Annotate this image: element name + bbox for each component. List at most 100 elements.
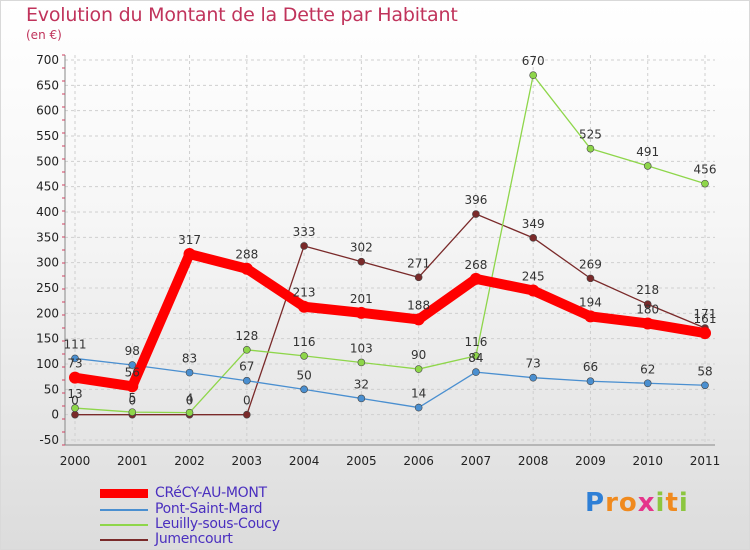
logo-letter: r: [605, 488, 619, 518]
x-tick-label: 2006: [403, 454, 434, 468]
data-point-leuilly-sous-coucy: [128, 408, 137, 416]
chart-title: Evolution du Montant de la Dette par Hab…: [26, 4, 458, 26]
legend-swatch-pont-saint-mard: [100, 509, 148, 511]
data-label-pont-saint-mard: 32: [354, 377, 369, 391]
data-label-crecy-au-mont: 73: [67, 357, 82, 371]
data-label-pont-saint-mard: 58: [697, 364, 712, 378]
data-label-pont-saint-mard: 50: [296, 368, 311, 382]
data-label-crecy-au-mont: 245: [522, 270, 545, 284]
legend-swatch-leuilly-sous-coucy: [100, 524, 148, 526]
y-tick-label: 400: [36, 205, 59, 219]
legend-item-jumencourt: Jumencourt: [100, 531, 360, 548]
data-label-crecy-au-mont: 268: [464, 258, 487, 272]
data-point-pont-saint-mard: [414, 403, 423, 412]
data-label-crecy-au-mont: 56: [125, 365, 140, 379]
data-point-pont-saint-mard: [643, 379, 652, 388]
x-tick-label: 2005: [346, 454, 377, 468]
series-line-pont-saint-mard: [74, 357, 706, 409]
data-point-pont-saint-mard: [128, 361, 137, 369]
data-point-pont-saint-mard: [701, 381, 709, 390]
logo-letter: i: [678, 488, 689, 518]
data-point-leuilly-sous-coucy: [71, 404, 79, 412]
legend-label-jumencourt: Jumencourt: [155, 531, 233, 547]
data-label-leuilly-sous-coucy: 670: [522, 54, 545, 68]
grid: [65, 55, 715, 445]
data-point-pont-saint-mard: [71, 354, 79, 363]
series-line-crecy-au-mont: [70, 249, 710, 392]
data-point-pont-saint-mard: [300, 385, 308, 394]
data-label-leuilly-sous-coucy: 525: [579, 128, 602, 142]
data-label-jumencourt: 0: [128, 394, 136, 408]
data-point-jumencourt: [300, 242, 308, 250]
data-label-jumencourt: 171: [694, 307, 717, 321]
data-label-jumencourt: 349: [522, 217, 545, 231]
data-point-leuilly-sous-coucy: [300, 352, 308, 360]
x-tick-label: 2011: [690, 454, 721, 468]
data-label-pont-saint-mard: 98: [125, 344, 140, 358]
data-label-pont-saint-mard: 66: [583, 360, 598, 374]
x-tick-label: 2008: [518, 454, 549, 468]
data-point-crecy-au-mont: [240, 262, 253, 275]
y-tick-label: 300: [36, 256, 59, 270]
series-line-leuilly-sous-coucy: [74, 74, 706, 414]
data-point-leuilly-sous-coucy: [529, 71, 537, 79]
legend-swatch-crecy-au-mont: [100, 489, 148, 498]
x-tick-label: 2002: [174, 454, 205, 468]
data-label-crecy-au-mont: 317: [178, 233, 201, 247]
logo-letter: i: [655, 488, 666, 518]
data-point-pont-saint-mard: [529, 373, 537, 382]
y-tick-label: 600: [36, 104, 59, 118]
y-tick-label: 250: [36, 281, 59, 295]
data-point-leuilly-sous-coucy: [701, 179, 709, 188]
data-point-crecy-au-mont: [69, 371, 81, 384]
y-tick-label: 500: [36, 154, 59, 168]
y-tick-label: 350: [36, 230, 59, 244]
data-point-jumencourt: [586, 274, 595, 283]
logo-letter: x: [637, 488, 656, 518]
x-tick-label: 2001: [117, 454, 148, 468]
data-label-leuilly-sous-coucy: 103: [350, 341, 373, 355]
data-point-crecy-au-mont: [527, 284, 540, 297]
data-point-jumencourt: [71, 410, 79, 419]
data-label-leuilly-sous-coucy: 128: [235, 329, 258, 343]
logo-letter: P: [585, 488, 606, 518]
data-label-jumencourt: 0: [71, 394, 79, 408]
x-tick-label: 2004: [289, 454, 320, 468]
data-point-crecy-au-mont: [412, 313, 425, 326]
data-label-crecy-au-mont: 188: [407, 298, 430, 312]
data-label-pont-saint-mard: 111: [64, 337, 87, 351]
data-point-jumencourt: [529, 234, 537, 242]
data-point-crecy-au-mont: [183, 248, 196, 261]
data-point-crecy-au-mont: [355, 306, 368, 319]
data-label-jumencourt: 302: [350, 241, 373, 255]
data-label-crecy-au-mont: 194: [579, 295, 602, 309]
y-tick-label: 100: [36, 357, 59, 371]
y-tick-label: 0: [51, 408, 59, 422]
data-label-jumencourt: 0: [243, 394, 251, 408]
data-point-crecy-au-mont: [298, 300, 311, 313]
data-label-leuilly-sous-coucy: 4: [186, 392, 194, 406]
legend-swatch-jumencourt: [100, 539, 148, 541]
data-label-jumencourt: 271: [407, 256, 430, 270]
data-point-crecy-au-mont: [699, 327, 711, 340]
data-point-leuilly-sous-coucy: [185, 408, 194, 417]
data-point-pont-saint-mard: [185, 368, 194, 377]
data-label-pont-saint-mard: 73: [526, 357, 541, 371]
series-line-jumencourt: [74, 213, 706, 416]
x-tick-label: 2007: [461, 454, 492, 468]
data-label-crecy-au-mont: 161: [694, 312, 717, 326]
data-label-pont-saint-mard: 84: [468, 351, 483, 365]
data-point-jumencourt: [243, 410, 251, 419]
y-tick-label: 450: [36, 180, 59, 194]
data-point-crecy-au-mont: [584, 310, 597, 323]
data-point-leuilly-sous-coucy: [472, 352, 480, 360]
data-point-jumencourt: [643, 300, 652, 309]
data-label-jumencourt: 0: [186, 394, 194, 408]
data-point-pont-saint-mard: [586, 377, 595, 386]
data-point-jumencourt: [414, 273, 423, 282]
data-labels: 73 56 317 288 213 201 188 268 245 194 180 161 111 98 8…: [64, 54, 717, 407]
data-point-leuilly-sous-coucy: [414, 365, 423, 373]
data-point-crecy-au-mont: [641, 317, 654, 330]
